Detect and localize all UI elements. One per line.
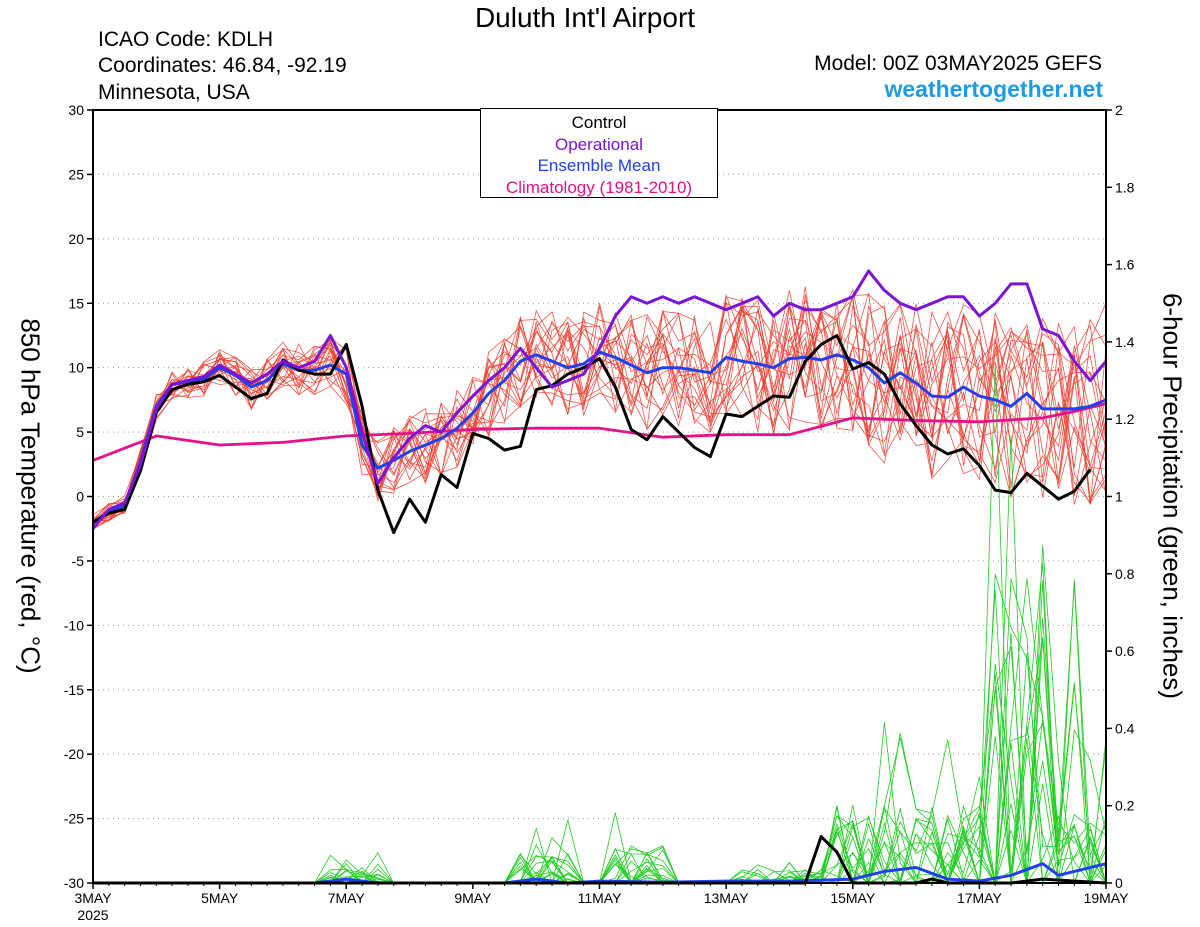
y2-axis-label: 6-hour Precipitation (green, inches) xyxy=(1157,292,1188,700)
x-tick-label: 3MAY xyxy=(74,890,112,906)
y-tick-label: 20 xyxy=(68,231,84,247)
ensemble-precipitation-line xyxy=(93,589,1107,885)
mean-temperature-line xyxy=(92,350,1107,524)
ensemble-temperature-line xyxy=(92,303,1107,526)
y2-tick-label: 0.4 xyxy=(1115,720,1135,736)
y2-tick-label: 1.8 xyxy=(1115,179,1135,195)
y-tick-label: 10 xyxy=(68,360,84,376)
ensemble-precipitation-line xyxy=(93,617,1107,884)
ensemble-precipitation-line xyxy=(93,578,1107,885)
ensemble-precipitation-line xyxy=(93,653,1106,884)
y-tick-label: 0 xyxy=(76,489,84,505)
icao-code: ICAO Code: KDLH xyxy=(98,28,274,51)
y-axis-label: 850 hPa Temperature (red, °C) xyxy=(15,318,46,674)
y-tick-label: 5 xyxy=(76,424,84,440)
ensemble-precipitation-line xyxy=(93,545,1107,884)
legend-control: Control xyxy=(571,113,627,132)
coordinates: Coordinates: 46.84, -92.19 xyxy=(98,54,347,77)
x-tick-label: 17MAY xyxy=(957,890,1003,906)
y2-tick-label: 0.6 xyxy=(1115,643,1135,659)
axis-ticks: -30-25-20-15-10-505101520253000.20.40.60… xyxy=(64,102,1135,923)
main-series-lines xyxy=(91,269,1108,885)
y2-tick-label: 1.6 xyxy=(1115,257,1135,273)
ensemble-precipitation-line xyxy=(93,364,1107,884)
legend-ensemble-mean: Ensemble Mean xyxy=(537,156,661,175)
x-tick-year-label: 2025 xyxy=(77,907,108,923)
x-tick-label: 9MAY xyxy=(454,890,492,906)
x-tick-label: 13MAY xyxy=(704,890,750,906)
location: Minnesota, USA xyxy=(98,81,250,104)
y-tick-label: -25 xyxy=(64,811,84,827)
model-run: Model: 00Z 03MAY2025 GEFS xyxy=(814,52,1102,75)
ensemble-precipitation-line xyxy=(93,578,1107,885)
operational-temperature-line xyxy=(91,269,1108,530)
legend-climatology: Climatology (1981-2010) xyxy=(505,177,693,197)
grid-lines xyxy=(93,173,1106,820)
y2-tick-label: 1.2 xyxy=(1115,411,1135,427)
plot-frame xyxy=(92,109,1107,884)
ensemble-precipitation-line xyxy=(93,562,1106,884)
y2-tick-label: 1.4 xyxy=(1115,334,1135,350)
y-tick-label: -20 xyxy=(64,746,84,762)
ensemble-precipitation-line xyxy=(93,646,1107,885)
y-tick-label: -30 xyxy=(64,875,84,891)
x-tick-label: 15MAY xyxy=(830,890,876,906)
legend: Control Operational Ensemble Mean Climat… xyxy=(480,108,718,198)
y-tick-label: -5 xyxy=(72,553,85,569)
y2-tick-label: 1 xyxy=(1115,489,1123,505)
ensemble-temperature-line xyxy=(92,308,1107,522)
y-tick-label: 30 xyxy=(68,102,84,118)
ensemble-member-lines xyxy=(92,286,1107,885)
y-tick-label: 25 xyxy=(68,166,84,182)
ensemble-temperature-line xyxy=(92,294,1107,526)
x-tick-label: 19MAY xyxy=(1084,890,1130,906)
ensemble-temperature-line xyxy=(92,286,1107,521)
y-tick-label: -15 xyxy=(64,682,84,698)
legend-operational: Operational xyxy=(555,134,643,154)
y2-tick-label: 0.2 xyxy=(1115,798,1135,814)
ensemble-precipitation-line xyxy=(93,583,1106,884)
ensemble-precipitation-line xyxy=(93,574,1107,884)
ensemble-precipitation-line xyxy=(93,638,1107,884)
chart-title: Duluth Int'l Airport xyxy=(474,2,696,33)
y2-tick-label: 2 xyxy=(1115,102,1123,118)
ensemble-precipitation-line xyxy=(93,637,1107,885)
y2-tick-label: 0.8 xyxy=(1115,566,1135,582)
ensemble-temperature-line xyxy=(92,302,1107,529)
x-tick-label: 5MAY xyxy=(201,890,239,906)
website-link[interactable]: weathertogether.net xyxy=(884,76,1103,102)
y-tick-label: 15 xyxy=(68,295,84,311)
x-tick-label: 7MAY xyxy=(328,890,366,906)
ensemble-temperature-line xyxy=(92,309,1107,522)
y-tick-label: -10 xyxy=(64,617,84,633)
x-tick-label: 11MAY xyxy=(578,890,622,906)
ensemble-precipitation-line xyxy=(93,435,1107,884)
climo-temperature-line xyxy=(92,402,1107,462)
y2-tick-label: 0 xyxy=(1115,875,1123,891)
